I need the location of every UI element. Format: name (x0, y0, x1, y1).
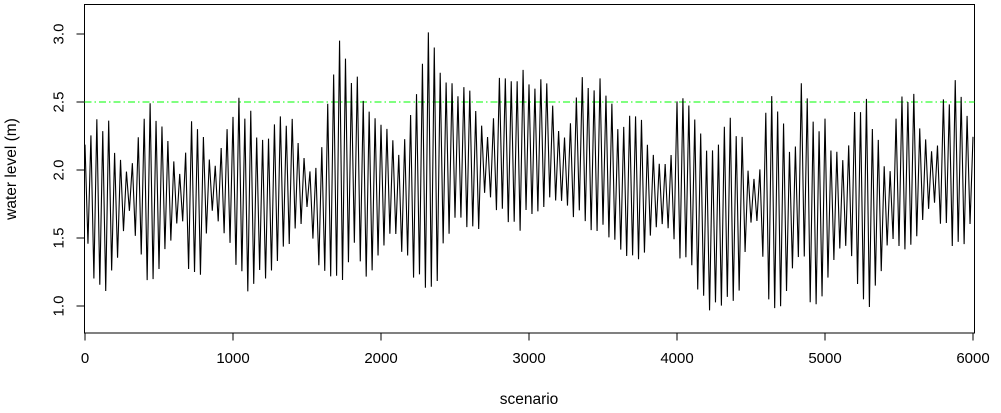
x-axis: 0 1000 2000 3000 4000 5000 6000 (81, 333, 990, 367)
y-axis: 1.0 1.5 2.0 2.5 3.0 (50, 24, 84, 317)
x-axis-tick-label: 2000 (364, 350, 397, 367)
y-axis-tick-label: 1.5 (50, 228, 67, 249)
x-axis-tick-label: 4000 (660, 350, 693, 367)
y-axis-tick-label: 3.0 (50, 24, 67, 45)
y-axis-tick-label: 2.5 (50, 92, 67, 113)
x-axis-tick-label: 0 (81, 350, 89, 367)
y-axis-tick-label: 1.0 (50, 296, 67, 317)
y-axis-title: water level (m) (3, 118, 20, 221)
x-axis-tick-label: 5000 (808, 350, 841, 367)
x-axis-title: scenario (500, 391, 559, 408)
x-axis-tick-label: 6000 (956, 350, 989, 367)
x-axis-tick-label: 3000 (512, 350, 545, 367)
water-level-series (84, 32, 974, 311)
y-axis-tick-label: 2.0 (50, 160, 67, 181)
x-axis-tick-label: 1000 (216, 350, 249, 367)
plot-box (83, 3, 976, 334)
